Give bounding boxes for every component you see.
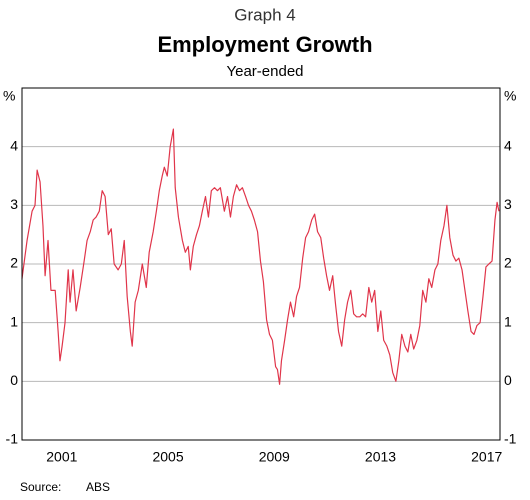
- y-tick-label-right: 4: [504, 137, 512, 153]
- y-tick-label-left: 3: [10, 196, 18, 212]
- data-line: [21, 128, 500, 385]
- x-tick-label: 2009: [259, 449, 290, 465]
- source-label: Source:: [20, 480, 61, 494]
- y-tick-label-right: -1: [504, 431, 517, 447]
- y-tick-label-left: 1: [10, 313, 18, 329]
- x-tick-label: 2005: [152, 449, 183, 465]
- x-tick-label: 2013: [365, 449, 396, 465]
- y-tick-label-left: 4: [10, 137, 18, 153]
- y-tick-label-left: -1: [6, 431, 19, 447]
- plot-frame: [21, 87, 501, 441]
- x-tick-label: 2017: [471, 449, 502, 465]
- chart-subtitle: Year-ended: [226, 63, 303, 80]
- y-tick-label-right: 3: [504, 196, 512, 212]
- y-unit-left: %: [3, 88, 15, 104]
- source: ABS: [86, 480, 110, 494]
- y-tick-label-right: 0: [504, 372, 512, 388]
- graph-number: Graph 4: [234, 5, 295, 24]
- chart-title: Employment Growth: [157, 32, 372, 57]
- y-tick-label-left: 2: [10, 255, 18, 271]
- x-tick-label: 2001: [46, 449, 77, 465]
- y-tick-label-right: 1: [504, 313, 512, 329]
- y-tick-label-left: 0: [10, 372, 18, 388]
- y-tick-label-right: 2: [504, 255, 512, 271]
- y-unit-right: %: [504, 88, 516, 104]
